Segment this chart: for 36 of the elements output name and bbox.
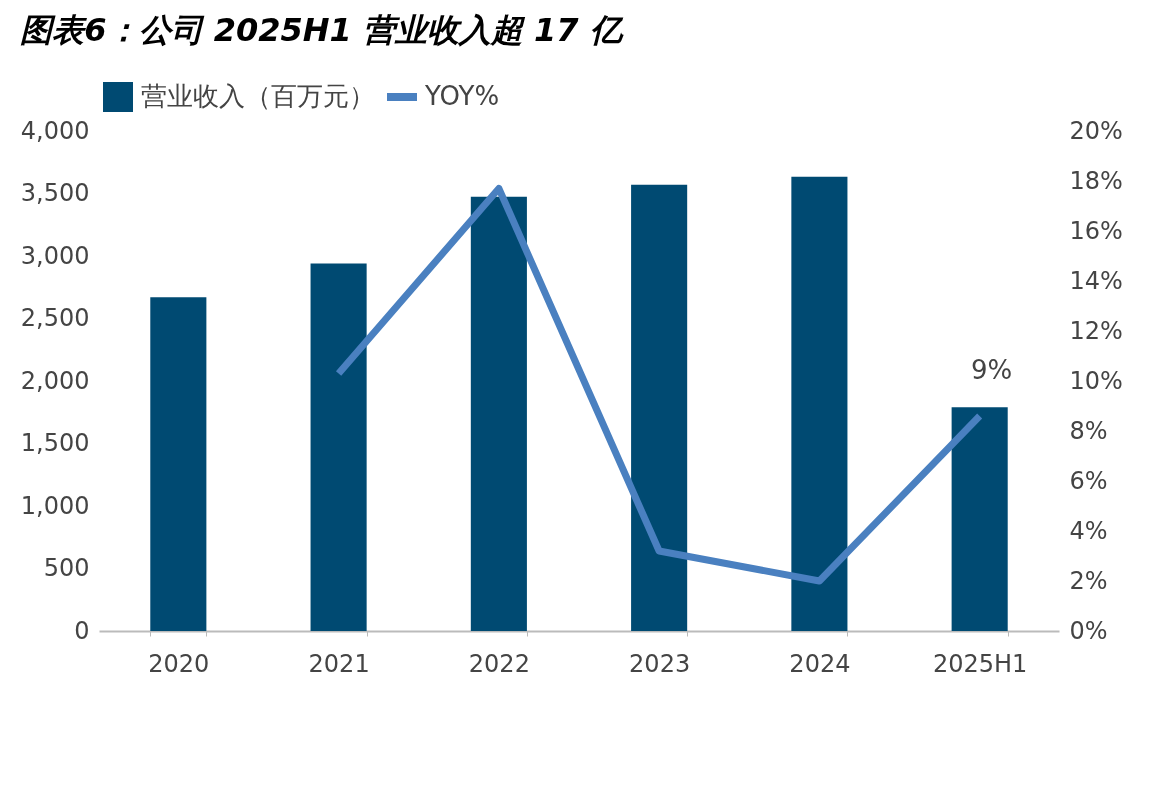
- y2-tick-label: 18%: [1069, 166, 1123, 195]
- x-tick-label: 2020: [148, 649, 210, 678]
- chart-title: 图表6：公司 2025H1 营业收入超 17 亿: [20, 11, 624, 49]
- y-tick-label: 1,000: [20, 491, 90, 520]
- legend-label: 营业收入（百万元）: [141, 81, 375, 111]
- y-tick-label: 2,000: [20, 366, 90, 395]
- y-tick-label: 3,500: [20, 179, 90, 207]
- y2-tick-label: 12%: [1069, 316, 1123, 345]
- y-tick-label: 4,000: [20, 116, 90, 145]
- y2-tick-label: 20%: [1069, 116, 1123, 145]
- y2-tick-label: 2%: [1069, 566, 1108, 595]
- y-tick-label: 2,500: [20, 304, 90, 332]
- legend-label: YOY%: [424, 81, 500, 111]
- bar: [150, 297, 207, 631]
- y-tick-label: 1,500: [20, 429, 90, 457]
- y2-tick-label: 6%: [1069, 466, 1108, 495]
- bar: [951, 407, 1008, 631]
- x-tick-label: 2024: [789, 649, 851, 678]
- y2-tick-label: 10%: [1069, 366, 1123, 395]
- y2-tick-label: 14%: [1069, 266, 1123, 295]
- y2-tick-label: 16%: [1069, 216, 1123, 245]
- bar: [310, 263, 367, 631]
- x-tick-label: 2025H1: [932, 649, 1028, 678]
- bar: [631, 184, 688, 631]
- y-tick-label: 3,000: [20, 241, 90, 270]
- data-label: 9%: [971, 355, 1013, 385]
- y-tick-label: 0: [74, 616, 90, 645]
- y-tick-label: 500: [43, 554, 90, 582]
- x-tick-label: 2021: [308, 649, 370, 678]
- bar: [791, 176, 848, 631]
- x-tick-label: 2023: [629, 649, 691, 678]
- x-tick-label: 2022: [468, 649, 530, 678]
- bar: [470, 196, 527, 631]
- y2-tick-label: 0%: [1069, 616, 1108, 645]
- y2-tick-label: 4%: [1069, 516, 1108, 545]
- y2-tick-label: 8%: [1069, 416, 1108, 445]
